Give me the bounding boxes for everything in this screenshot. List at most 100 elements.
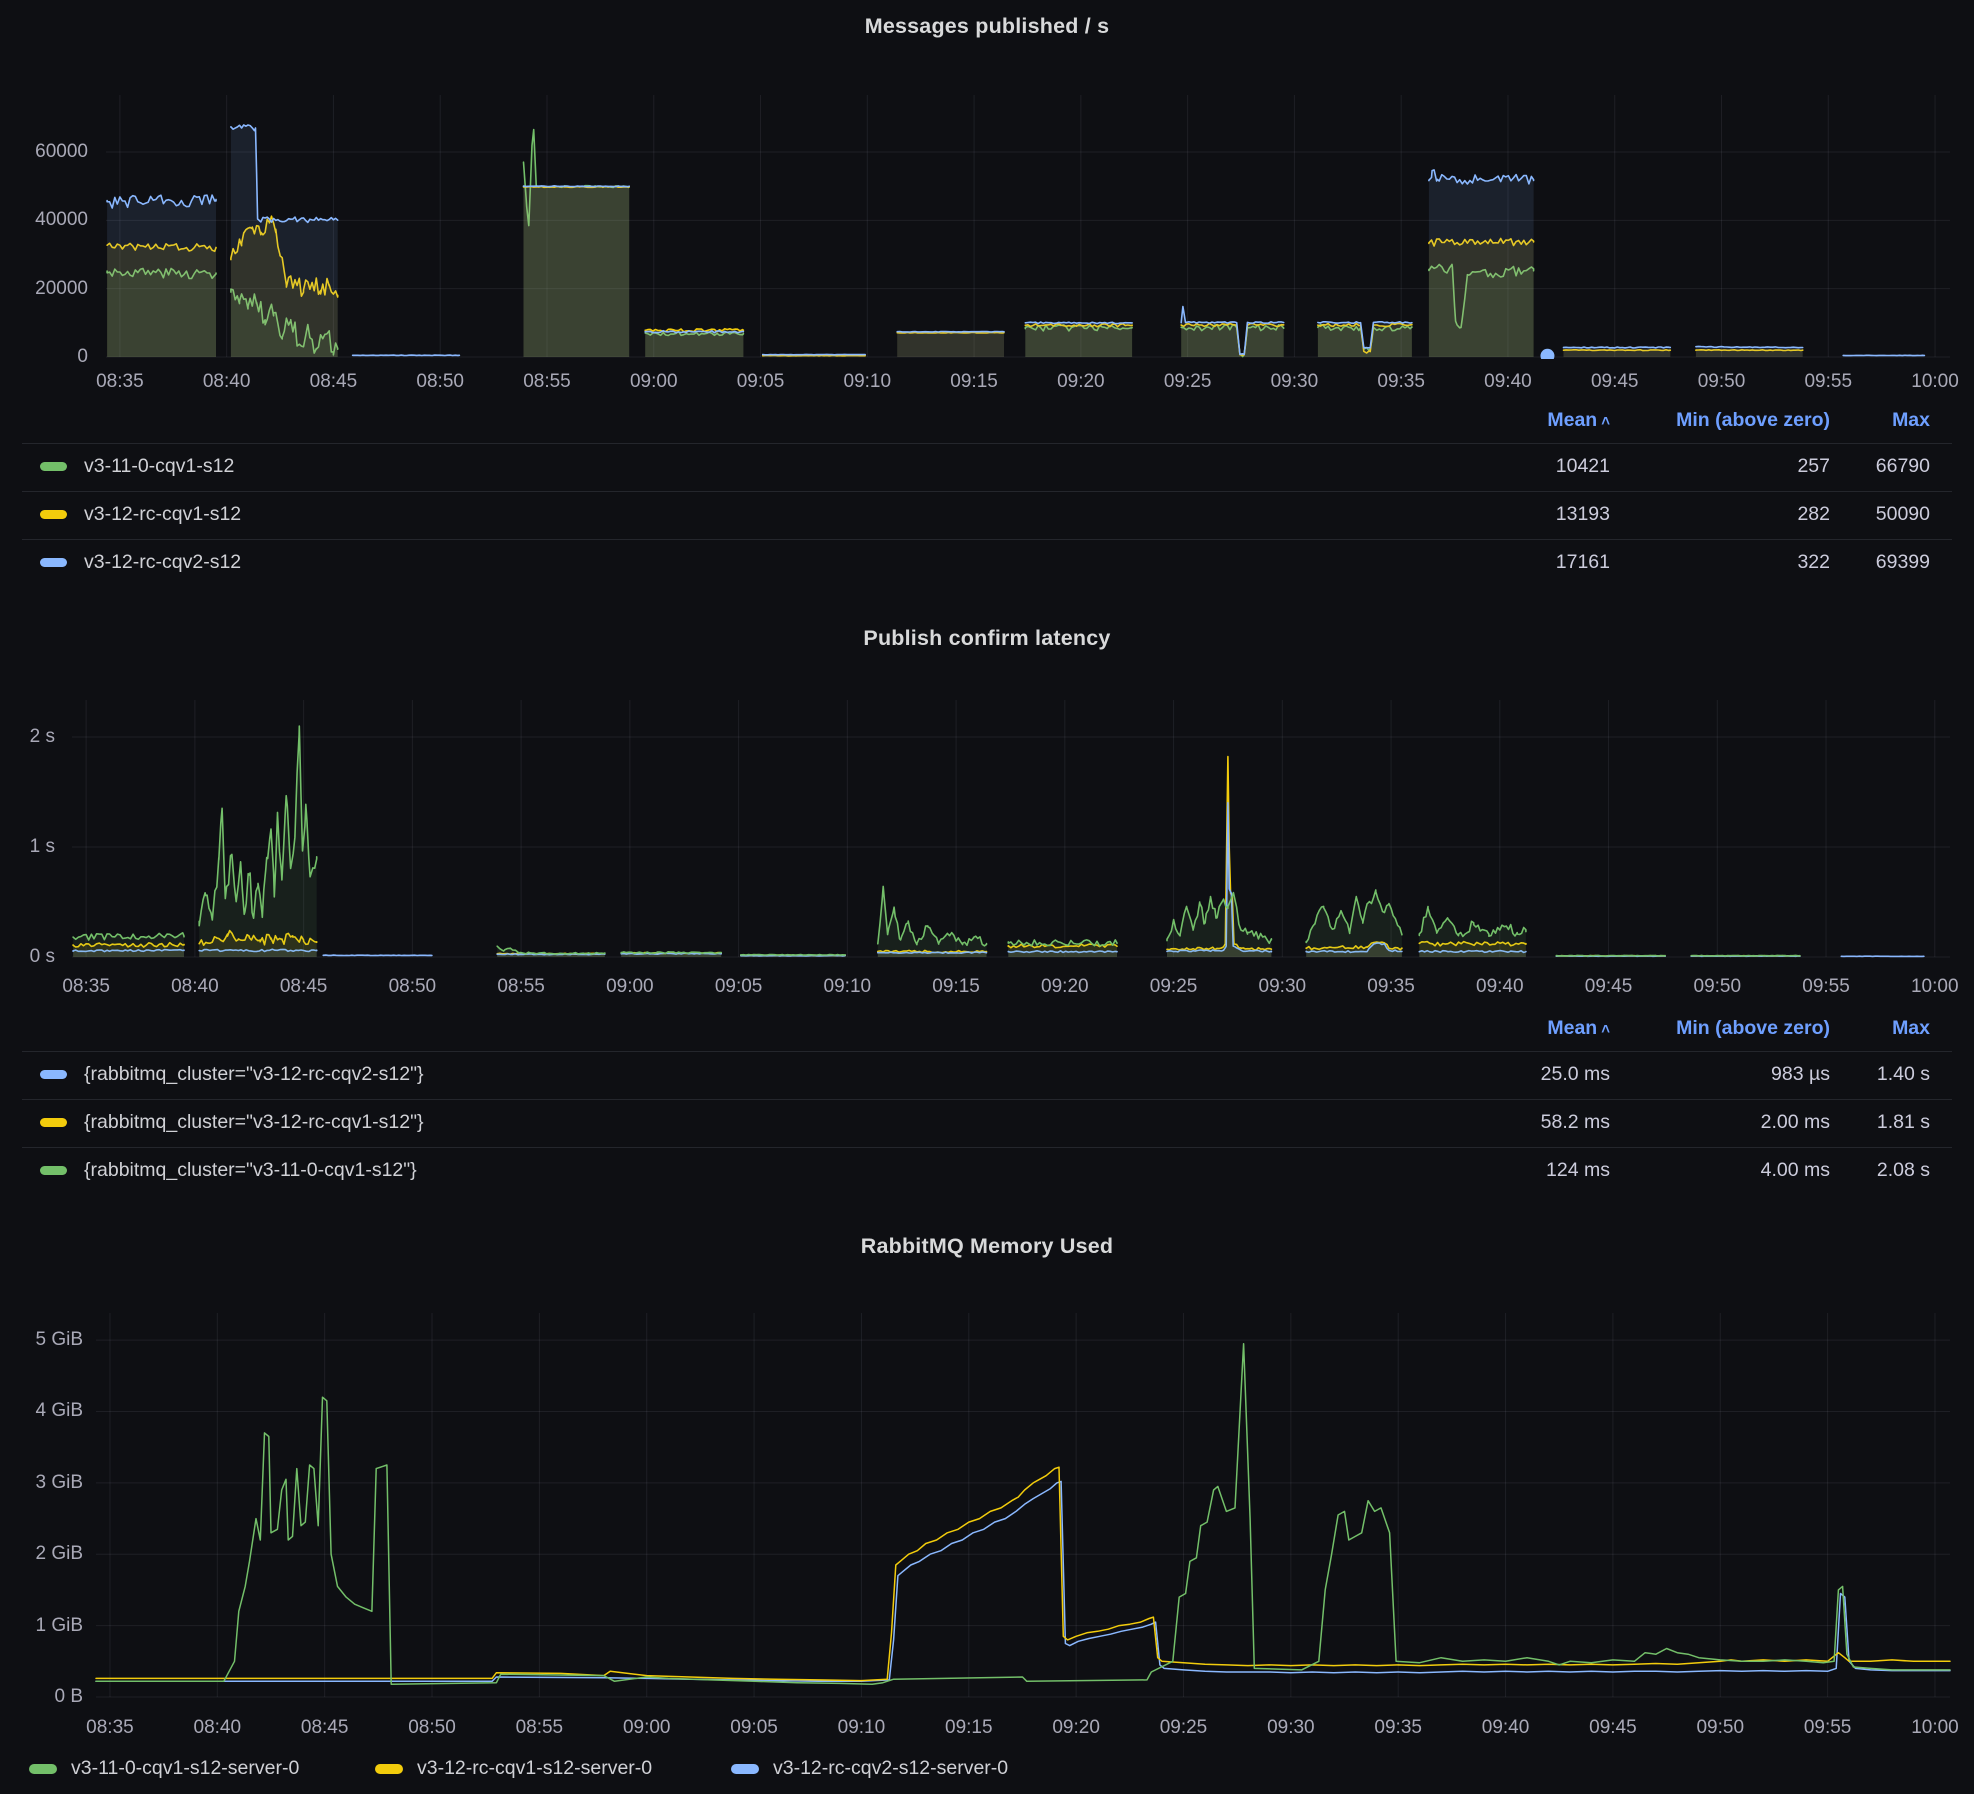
legend-series-toggle[interactable]: v3-12-rc-cqv2-s12-server-0 [731,1757,1008,1780]
series-color-chip [40,558,67,567]
x-axis-label: 09:00 [622,1717,671,1738]
legend-stat-value: 69399 [1875,551,1930,573]
series-line-blue [1180,305,1285,356]
series-color-chip [29,1763,57,1774]
series-color-chip [375,1763,403,1774]
series-area-green [1167,892,1272,957]
x-axis-label: 09:10 [823,976,872,997]
legend-stat-value: 1.40 s [1876,1063,1930,1085]
legend-stat-value: 50090 [1875,503,1930,525]
x-axis-label: 08:45 [279,976,328,997]
legend-row-separator [22,491,1952,492]
legend-series-toggle[interactable]: v3-11-0-cqv1-s12 [40,455,234,478]
chart-plot-0[interactable] [106,95,1950,363]
x-axis-label: 09:10 [837,1717,886,1738]
series-area-yellow [1181,323,1284,357]
x-axis-label: 09:30 [1267,1717,1315,1738]
legend-series-toggle[interactable]: {rabbitmq_cluster="v3-12-rc-cqv1-s12"} [40,1111,424,1134]
series-area-green [1181,324,1284,357]
legend-series-toggle[interactable]: v3-12-rc-cqv1-s12-server-0 [375,1757,652,1780]
legend-sort-header-mean[interactable]: Mean ˄ [1547,1017,1610,1039]
series-line-blue [1007,950,1118,954]
series-area-yellow [230,216,338,357]
x-axis-label: 09:40 [1484,371,1532,392]
series-area-green [73,932,184,957]
legend-row-separator [22,1051,1952,1052]
series-line-yellow [1418,940,1527,947]
series-line-yellow [1305,941,1403,951]
x-axis-label: 08:50 [408,1717,456,1738]
series-area-green [1306,890,1402,957]
series-line-blue [230,124,339,224]
series-line-green [230,288,339,356]
series-line-blue [1024,321,1133,325]
legend-series-toggle[interactable]: v3-12-rc-cqv1-s12 [40,503,241,526]
chart-plot-2[interactable] [95,1313,1951,1698]
series-color-chip [40,1070,67,1079]
x-axis-label: 09:55 [1804,371,1853,392]
x-axis-label: 09:05 [736,371,785,392]
series-line-green [740,953,846,956]
series-line-yellow [761,354,866,357]
series-area-blue [645,330,744,357]
series-area-yellow [897,332,1004,357]
series-line-blue [1428,169,1535,185]
series-area-blue [523,185,630,357]
y-axis-label: 0 B [54,1686,83,1707]
panel-title-publish-confirm-latency[interactable]: Publish confirm latency [863,626,1111,650]
panel-title-messages-published[interactable]: Messages published / s [864,14,1110,38]
series-line-green [496,945,606,955]
x-axis-label: 09:20 [1057,371,1105,392]
series-area-green [1025,324,1133,357]
series-line-yellow [106,242,217,253]
series-area-blue [1563,347,1671,357]
legend-stat-value: 4.00 ms [1760,1159,1830,1181]
chart-plot-1[interactable] [72,700,1950,958]
legend-sort-header-max[interactable]: Max [1892,1017,1930,1039]
legend-series-label: v3-12-rc-cqv2-s12-server-0 [773,1757,1009,1779]
x-axis-label: 09:45 [1590,371,1639,392]
y-axis-label: 3 GiB [35,1471,83,1493]
gridlines-2 [96,1313,1950,1698]
legend-series-toggle[interactable]: v3-12-rc-cqv2-s12 [40,551,241,574]
x-axis-label: 09:40 [1481,1717,1530,1738]
legend-stat-value: 282 [1797,503,1830,525]
series-line-yellow [230,215,339,298]
legend-series-toggle[interactable]: {rabbitmq_cluster="v3-11-0-cqv1-s12"} [40,1159,417,1182]
series-line-blue [1562,346,1672,349]
series-area-green [199,726,317,957]
legend-series-label: v3-12-rc-cqv2-s12 [84,551,242,573]
series-area-blue [230,125,338,357]
series-area-green [1428,264,1534,357]
gridlines-0 [106,95,1950,358]
series-line-blue [620,952,722,955]
legend-series-toggle[interactable]: v3-11-0-cqv1-s12-server-0 [29,1757,299,1780]
legend-series-toggle[interactable]: {rabbitmq_cluster="v3-12-rc-cqv2-s12"} [40,1063,424,1086]
series-area-yellow [1428,238,1534,357]
x-axis-label: 09:50 [1693,976,1742,997]
x-axis-label: 09:25 [1159,1717,1208,1738]
legend-series-label: v3-12-rc-cqv1-s12 [84,503,242,525]
series-area-blue [1181,306,1284,357]
series-area-blue [73,949,184,957]
y-axis-label: 20000 [35,277,88,299]
x-axis-label: 09:15 [950,371,998,392]
panel-title-rabbitmq-memory-used[interactable]: RabbitMQ Memory Used [860,1234,1114,1258]
x-axis-label: 08:40 [202,371,251,392]
series-color-chip [40,510,67,519]
x-axis-label: 09:20 [1041,976,1089,997]
series-color-chip [40,1118,67,1127]
series-line-yellow [644,327,745,333]
legend-row-separator [22,539,1952,540]
legend-series-label: v3-11-0-cqv1-s12 [84,455,235,477]
x-axis-label: 09:35 [1377,371,1425,392]
x-axis-label: 09:35 [1374,1717,1422,1738]
series-area-blue [1695,346,1803,357]
legend-sort-header-min-above-zero-[interactable]: Min (above zero) [1676,1017,1830,1039]
legend-sort-header-min-above-zero-[interactable]: Min (above zero) [1676,409,1830,431]
legend-sort-header-mean[interactable]: Mean ˄ [1547,409,1610,431]
legend-row-separator [22,1099,1952,1100]
legend-sort-header-max[interactable]: Max [1892,409,1930,431]
x-axis-label: 08:50 [388,976,437,997]
